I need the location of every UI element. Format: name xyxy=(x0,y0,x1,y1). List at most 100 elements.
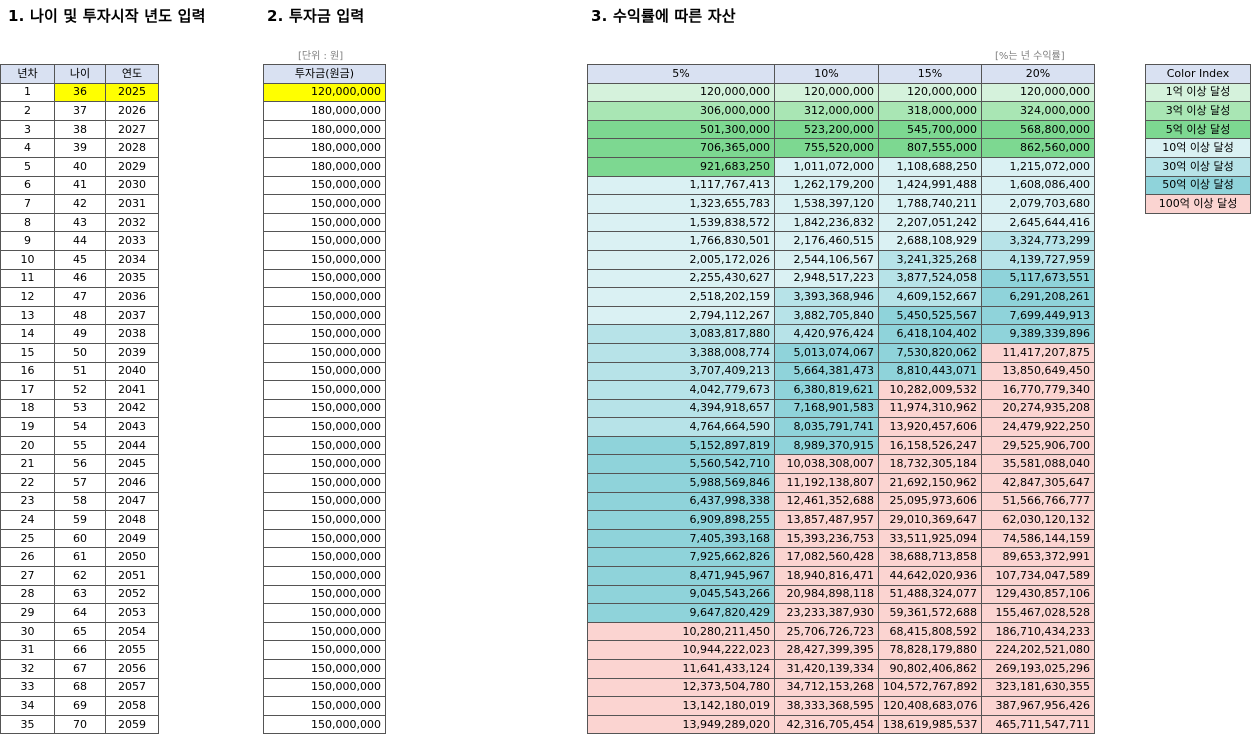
cell-age: 66 xyxy=(54,640,106,660)
cell-asset-15: 8,810,443,071 xyxy=(878,361,982,382)
cell-asset-15: 29,010,369,647 xyxy=(878,510,982,530)
cell-year-index: 8 xyxy=(0,212,55,233)
section-title-assets: 3. 수익률에 따른 자산 xyxy=(591,7,736,25)
cell-asset-15: 545,700,000 xyxy=(878,119,982,140)
legend-item: 3억 이상 달성 xyxy=(1145,101,1251,121)
rate-note: [%는 년 수익률] xyxy=(995,51,1065,62)
cell-principal: 150,000,000 xyxy=(263,194,386,214)
cell-asset-15: 5,450,525,567 xyxy=(878,305,982,326)
cell-asset-10: 3,393,368,946 xyxy=(774,287,879,307)
cell-principal: 150,000,000 xyxy=(263,324,386,344)
cell-asset-10: 5,013,074,067 xyxy=(774,342,879,363)
cell-principal: 150,000,000 xyxy=(263,361,386,382)
cell-year-index: 28 xyxy=(0,584,55,605)
cell-asset-20: 129,430,857,106 xyxy=(981,584,1095,605)
table-row: 150,000,000 xyxy=(263,621,386,642)
cell-principal: 180,000,000 xyxy=(263,138,386,158)
cell-asset-15: 807,555,000 xyxy=(878,138,982,158)
table-row: 3,707,409,213 5,664,381,473 8,810,443,071 1… xyxy=(587,361,1095,382)
cell-asset-15: 4,609,152,667 xyxy=(878,287,982,307)
cell-year: 2050 xyxy=(105,547,159,568)
cell-asset-10: 2,176,460,515 xyxy=(774,231,879,251)
cell-asset-20: 862,560,000 xyxy=(981,138,1095,158)
table-row: 4,042,779,673 6,380,819,621 10,282,009,532… xyxy=(587,380,1095,400)
cell-year: 2054 xyxy=(105,621,159,642)
cell-asset-5: 2,794,112,267 xyxy=(587,305,775,326)
cell-year-index: 9 xyxy=(0,231,55,251)
cell-principal: 180,000,000 xyxy=(263,119,386,140)
table-row: 15 50 2039 xyxy=(0,342,159,363)
cell-asset-20: 11,417,207,875 xyxy=(981,342,1095,363)
cell-year-index: 16 xyxy=(0,361,55,382)
header-rate-20: 20% xyxy=(981,64,1095,84)
age-year-table: 년차 나이 연도 1 36 2025 2 37 2026 3 38 2027 4 39 2028 5 40… xyxy=(0,64,159,734)
cell-asset-20: 155,467,028,528 xyxy=(981,603,1095,623)
color-index-legend: Color Index 1억 이상 달성 3억 이상 달성 5억 이상 달성 10억 … xyxy=(1145,64,1251,214)
legend-row: 50억 이상 달성 xyxy=(1145,175,1251,196)
cell-age: 50 xyxy=(54,342,106,363)
cell-asset-20: 29,525,906,700 xyxy=(981,435,1095,456)
legend-item: 100억 이상 달성 xyxy=(1145,194,1251,214)
cell-asset-5: 12,373,504,780 xyxy=(587,677,775,698)
cell-year-index: 33 xyxy=(0,677,55,698)
cell-age: 65 xyxy=(54,621,106,642)
cell-principal: 150,000,000 xyxy=(263,380,386,400)
cell-principal: 150,000,000 xyxy=(263,435,386,456)
cell-asset-5: 3,388,008,774 xyxy=(587,342,775,363)
cell-asset-10: 15,393,236,753 xyxy=(774,528,879,549)
cell-asset-5: 306,000,000 xyxy=(587,101,775,121)
cell-year: 2032 xyxy=(105,212,159,233)
cell-year-index: 4 xyxy=(0,138,55,158)
cell-asset-10: 42,316,705,454 xyxy=(774,714,879,734)
cell-principal: 120,000,000 xyxy=(263,82,386,103)
cell-age: 54 xyxy=(54,417,106,437)
cell-principal: 150,000,000 xyxy=(263,566,386,586)
cell-asset-15: 2,688,108,929 xyxy=(878,231,982,251)
cell-age: 43 xyxy=(54,212,106,233)
cell-age: 57 xyxy=(54,473,106,493)
cell-year: 2038 xyxy=(105,324,159,344)
cell-asset-15: 25,095,973,606 xyxy=(878,491,982,512)
table-row: 150,000,000 xyxy=(263,473,386,493)
cell-age: 70 xyxy=(54,714,106,734)
cell-asset-10: 1,842,236,832 xyxy=(774,212,879,233)
cell-principal: 150,000,000 xyxy=(263,417,386,437)
cell-year: 2036 xyxy=(105,287,159,307)
table-row: 150,000,000 xyxy=(263,640,386,660)
cell-principal: 150,000,000 xyxy=(263,231,386,251)
table-row: 23 58 2047 xyxy=(0,491,159,512)
table-row: 150,000,000 xyxy=(263,305,386,326)
table-row: 150,000,000 xyxy=(263,194,386,214)
table-row: 150,000,000 xyxy=(263,361,386,382)
cell-year: 2025 xyxy=(105,82,159,103)
cell-asset-5: 2,255,430,627 xyxy=(587,268,775,289)
cell-principal: 150,000,000 xyxy=(263,584,386,605)
cell-year-index: 12 xyxy=(0,287,55,307)
table-row: 21 56 2045 xyxy=(0,454,159,475)
cell-asset-20: 6,291,208,261 xyxy=(981,287,1095,307)
cell-asset-10: 3,882,705,840 xyxy=(774,305,879,326)
table-row: 31 66 2055 xyxy=(0,640,159,660)
cell-asset-15: 6,418,104,402 xyxy=(878,324,982,344)
cell-asset-5: 7,925,662,826 xyxy=(587,547,775,568)
cell-asset-10: 7,168,901,583 xyxy=(774,398,879,419)
table-row: 10 45 2034 xyxy=(0,249,159,270)
cell-year: 2059 xyxy=(105,714,159,734)
cell-principal: 150,000,000 xyxy=(263,714,386,734)
cell-year: 2052 xyxy=(105,584,159,605)
cell-asset-10: 4,420,976,424 xyxy=(774,324,879,344)
cell-asset-10: 31,420,139,334 xyxy=(774,659,879,679)
cell-principal: 150,000,000 xyxy=(263,305,386,326)
cell-asset-15: 10,282,009,532 xyxy=(878,380,982,400)
cell-asset-20: 1,608,086,400 xyxy=(981,175,1095,196)
table-row: 120,000,000 xyxy=(263,82,386,103)
cell-principal: 180,000,000 xyxy=(263,101,386,121)
cell-asset-10: 23,233,387,930 xyxy=(774,603,879,623)
cell-principal: 150,000,000 xyxy=(263,287,386,307)
cell-year-index: 3 xyxy=(0,119,55,140)
cell-age: 40 xyxy=(54,156,106,177)
cell-age: 64 xyxy=(54,603,106,623)
header-rate-10: 10% xyxy=(774,64,879,84)
cell-asset-10: 17,082,560,428 xyxy=(774,547,879,568)
table-row: 150,000,000 xyxy=(263,491,386,512)
